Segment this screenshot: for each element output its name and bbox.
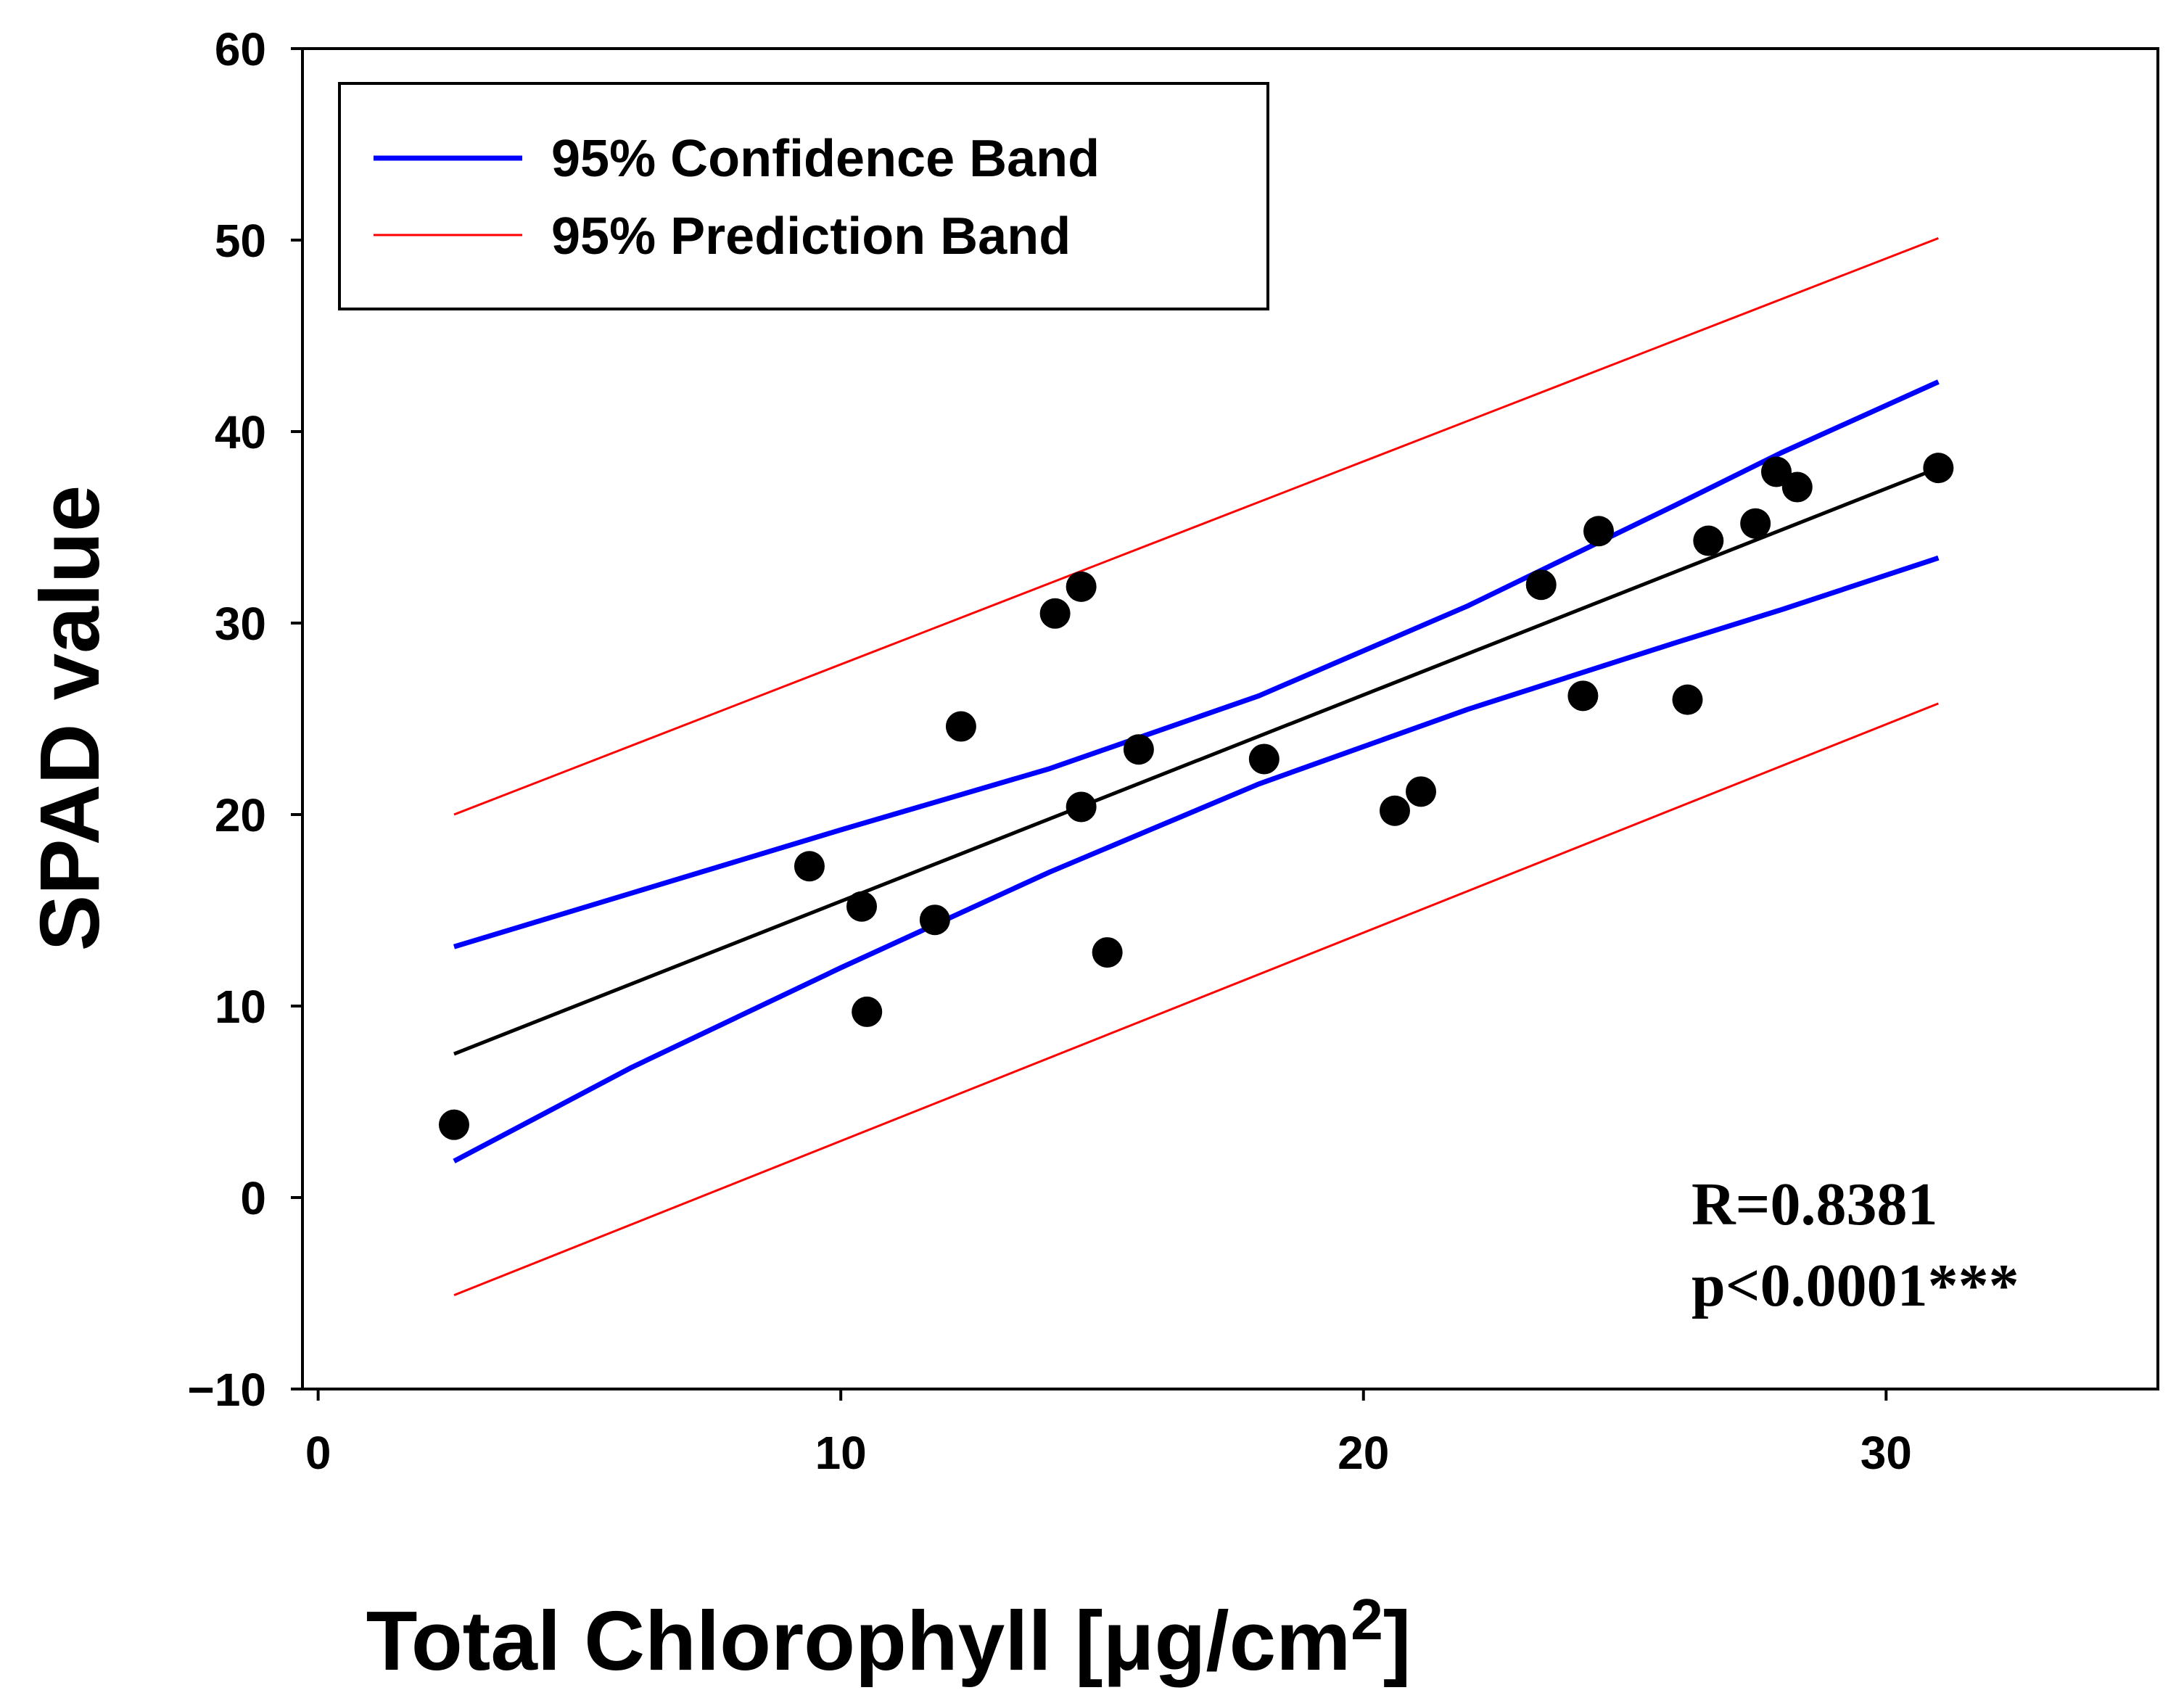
bands-layer (453, 237, 1940, 1296)
regression-line (453, 466, 1940, 1056)
x-axis-title-main: Total Chlorophyll [μg/cm (366, 1594, 1351, 1688)
data-point (1066, 571, 1097, 602)
x-axis: 0 10 20 30 (305, 1389, 1912, 1479)
y-tick-label: −10 (187, 1364, 266, 1416)
x-axis-title: Total Chlorophyll [μg/cm2] (366, 1587, 1412, 1688)
y-tick-label: 40 (215, 406, 266, 458)
data-point (919, 904, 950, 936)
legend-box (338, 82, 1269, 310)
x-axis-title-close: ] (1383, 1594, 1412, 1688)
data-point (1923, 453, 1954, 484)
p-value: p<0.0001*** (1691, 1252, 2019, 1319)
data-point (1123, 734, 1154, 765)
prediction-band-upper (453, 237, 1939, 816)
data-point (1039, 598, 1071, 629)
data-point (1740, 508, 1771, 539)
y-tick-label: 0 (240, 1172, 266, 1224)
prediction-band-lower (453, 702, 1939, 1296)
data-point (1066, 791, 1097, 823)
data-point (1092, 937, 1123, 968)
x-tick-label: 0 (305, 1427, 331, 1479)
data-point (846, 891, 878, 922)
legend-label-prediction: 95% Prediction Band (551, 207, 1071, 265)
y-tick-label: 20 (215, 789, 266, 841)
y-tick-label: 60 (215, 23, 266, 75)
data-point (1248, 743, 1280, 775)
x-tick-label: 10 (815, 1427, 867, 1479)
x-axis-title-superscript: 2 (1351, 1587, 1383, 1652)
correlation-r: R=0.8381 (1691, 1171, 1938, 1238)
data-point (1672, 684, 1703, 715)
data-point (945, 711, 976, 742)
data-point (1583, 516, 1614, 547)
confidence-band-upper (453, 379, 1940, 949)
legend-label-confidence: 95% Confidence Band (551, 130, 1100, 188)
confidence-band-lower (453, 555, 1940, 1163)
y-axis: −10 0 10 20 30 40 50 60 (187, 23, 302, 1416)
data-point (438, 1109, 469, 1140)
x-tick-label: 30 (1860, 1427, 1912, 1479)
data-point (1693, 525, 1724, 556)
data-point (1760, 456, 1792, 487)
data-point (1525, 569, 1557, 601)
data-point (1567, 680, 1599, 712)
y-tick-label: 50 (215, 215, 266, 267)
y-tick-label: 10 (215, 981, 266, 1033)
data-point (1379, 795, 1410, 826)
plot-frame (301, 47, 2159, 1390)
legend: 95% Confidence Band 95% Prediction Band (338, 82, 1269, 310)
data-point (1406, 776, 1437, 807)
x-tick-label: 20 (1338, 1427, 1389, 1479)
y-axis-title: SPAD value (22, 485, 117, 952)
data-point (852, 996, 883, 1027)
data-point (794, 851, 825, 882)
points-layer (438, 453, 1954, 1140)
y-tick-label: 30 (215, 598, 266, 650)
data-point (1781, 471, 1813, 503)
